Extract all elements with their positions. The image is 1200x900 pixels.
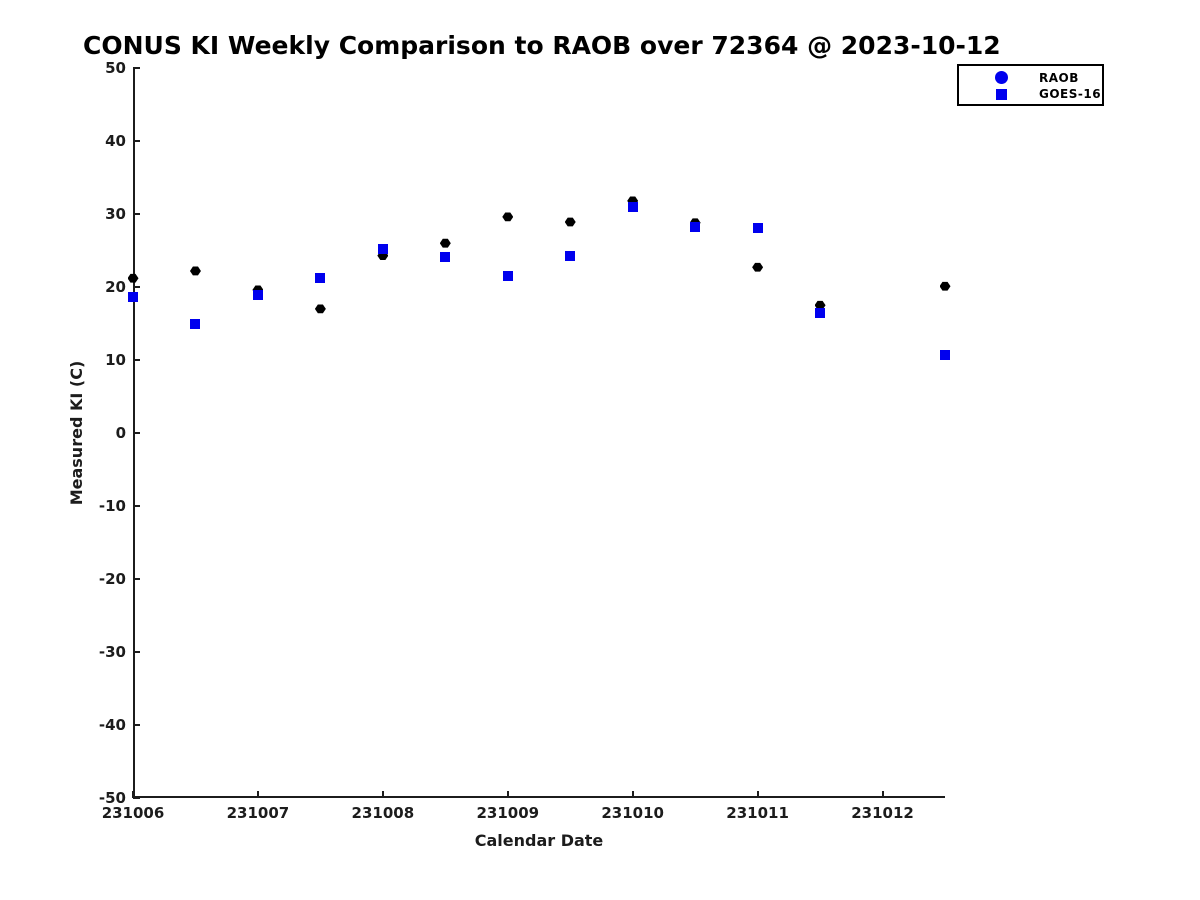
y-tick-mark (133, 213, 140, 215)
goes-16-marker (502, 271, 513, 282)
goes-16-marker (377, 244, 388, 255)
y-tick-label: 50 (105, 59, 126, 77)
legend-raob-label: RAOB (1039, 71, 1079, 85)
x-tick-mark (756, 791, 759, 798)
raob-marker (939, 281, 951, 291)
y-tick-mark (133, 797, 140, 799)
y-tick-mark (133, 67, 140, 69)
x-tick-mark (506, 791, 509, 798)
x-tick-label: 231007 (226, 804, 290, 822)
goes-16-marker (190, 318, 201, 329)
x-tick-label: 231006 (101, 804, 165, 822)
legend-entry-goes16: GOES-16 (959, 86, 1102, 102)
goes-16-marker (440, 252, 451, 263)
y-tick-label: -40 (98, 716, 126, 734)
y-tick-mark (133, 359, 140, 361)
x-tick-mark (132, 791, 134, 798)
goes-16-marker (128, 292, 138, 303)
y-tick-label: -30 (98, 643, 126, 661)
goes-16-marker (690, 222, 701, 233)
y-tick-label: 10 (105, 351, 126, 369)
y-tick-label: 20 (105, 278, 126, 296)
y-tick-mark (133, 578, 140, 580)
legend-raob-circle-icon (995, 71, 1008, 84)
goes-16-marker (815, 308, 826, 319)
x-axis-label: Calendar Date (474, 831, 604, 850)
legend-entry-raob: RAOB (959, 70, 1102, 86)
goes-16-marker (315, 273, 326, 284)
y-tick-mark (133, 505, 140, 507)
plot-area (133, 68, 945, 798)
x-tick-mark (381, 791, 384, 798)
raob-marker (814, 300, 826, 310)
y-tick-label: 40 (105, 132, 126, 150)
raob-marker (252, 285, 264, 295)
legend-goes16-label: GOES-16 (1039, 87, 1102, 101)
y-tick-mark (133, 140, 140, 142)
raob-marker (502, 212, 514, 222)
raob-marker (127, 273, 139, 283)
y-tick-label: 0 (115, 424, 126, 442)
y-tick-mark (133, 724, 140, 726)
y-tick-mark (133, 432, 140, 434)
raob-marker (314, 304, 326, 314)
raob-marker (189, 266, 201, 276)
x-tick-label: 231011 (726, 804, 789, 822)
raob-marker (439, 238, 451, 248)
raob-marker (564, 217, 576, 227)
goes-16-marker (565, 251, 576, 262)
goes-16-marker (252, 290, 263, 301)
y-tick-label: 30 (105, 205, 126, 223)
x-tick-mark (881, 791, 884, 798)
legend-goes16-square-icon (996, 89, 1007, 100)
x-tick-label: 231009 (476, 804, 540, 822)
raob-marker (752, 262, 764, 272)
x-tick-label: 231010 (601, 804, 664, 822)
y-axis-label: Measured KI (C) (67, 360, 86, 506)
raob-marker (377, 251, 389, 261)
x-tick-mark (256, 791, 259, 798)
raob-marker (627, 196, 639, 206)
x-tick-label: 231012 (851, 804, 914, 822)
x-tick-mark (631, 791, 634, 798)
y-tick-label: -50 (98, 789, 126, 807)
legend: RAOB GOES-16 (957, 64, 1104, 106)
x-tick-label: 231008 (351, 804, 415, 822)
y-tick-mark (133, 651, 140, 653)
y-tick-label: -10 (98, 497, 126, 515)
goes-16-marker (752, 222, 763, 233)
goes-16-marker (627, 201, 638, 212)
goes-16-marker (940, 349, 950, 360)
y-tick-mark (133, 286, 140, 288)
y-tick-label: -20 (98, 570, 126, 588)
chart-title: CONUS KI Weekly Comparison to RAOB over … (83, 31, 1001, 60)
